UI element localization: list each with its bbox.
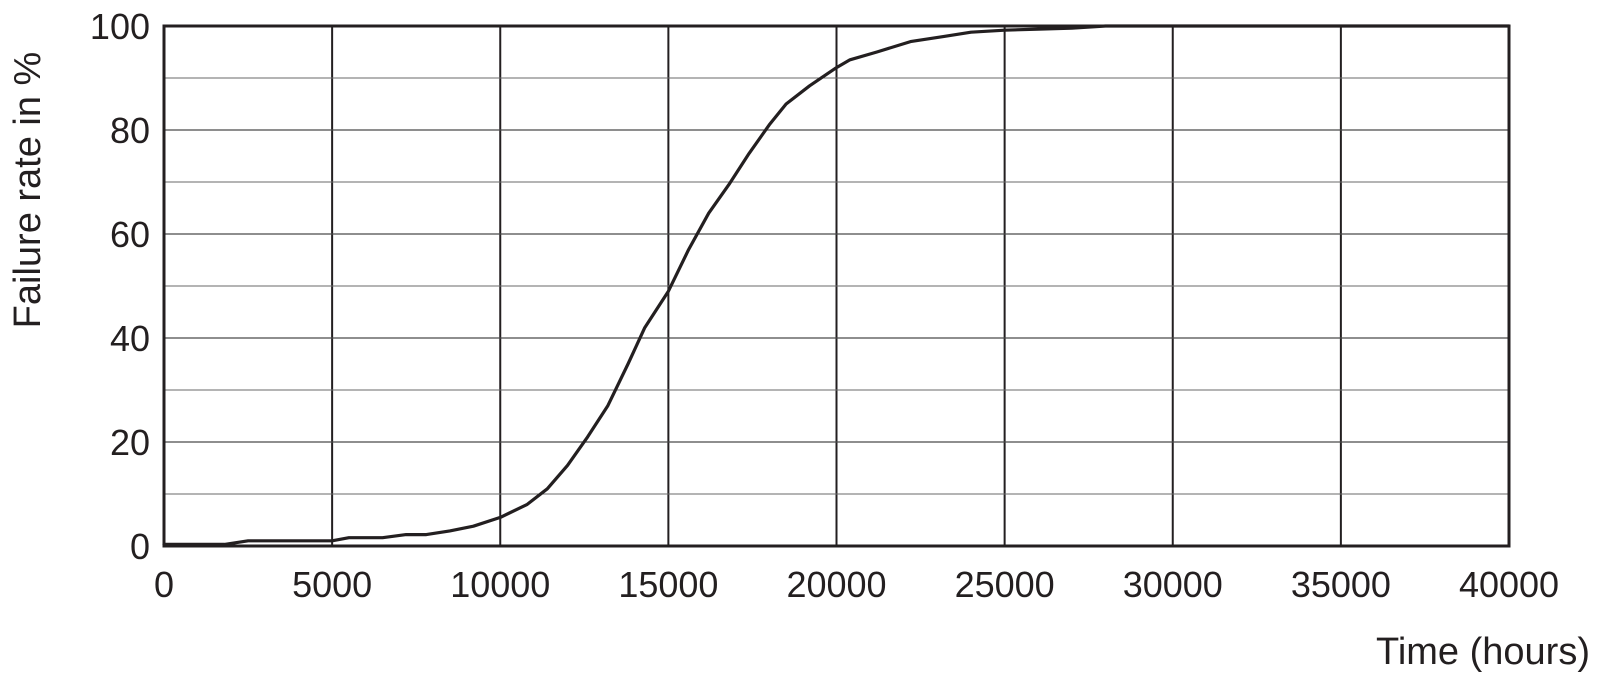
y-axis-title: Failure rate in % xyxy=(7,52,49,329)
x-tick-label: 5000 xyxy=(292,564,372,605)
x-tick-label: 15000 xyxy=(618,564,718,605)
x-axis-title: Time (hours) xyxy=(1376,631,1590,673)
series-layer xyxy=(162,24,1511,547)
x-tick-label: 10000 xyxy=(450,564,550,605)
plot-frame xyxy=(162,24,1511,548)
y-tick-label: 40 xyxy=(110,318,150,359)
grid-layer xyxy=(164,26,1509,546)
y-tick-label: 0 xyxy=(130,526,150,567)
series-line xyxy=(162,24,1511,547)
x-tick-label: 30000 xyxy=(1123,564,1223,605)
y-tick-label: 20 xyxy=(110,422,150,463)
x-tick-label: 25000 xyxy=(955,564,1055,605)
y-tick-label: 100 xyxy=(90,6,150,47)
x-tick-label: 40000 xyxy=(1459,564,1559,605)
y-tick-label: 60 xyxy=(110,214,150,255)
x-tick-label: 35000 xyxy=(1291,564,1391,605)
y-tick-label: 80 xyxy=(110,110,150,151)
x-tick-label: 20000 xyxy=(786,564,886,605)
tick-label-layer: 0 5000 10000 15000 20000 25000 30000 35000 40000… xyxy=(90,6,1559,605)
x-tick-label: 0 xyxy=(154,564,174,605)
